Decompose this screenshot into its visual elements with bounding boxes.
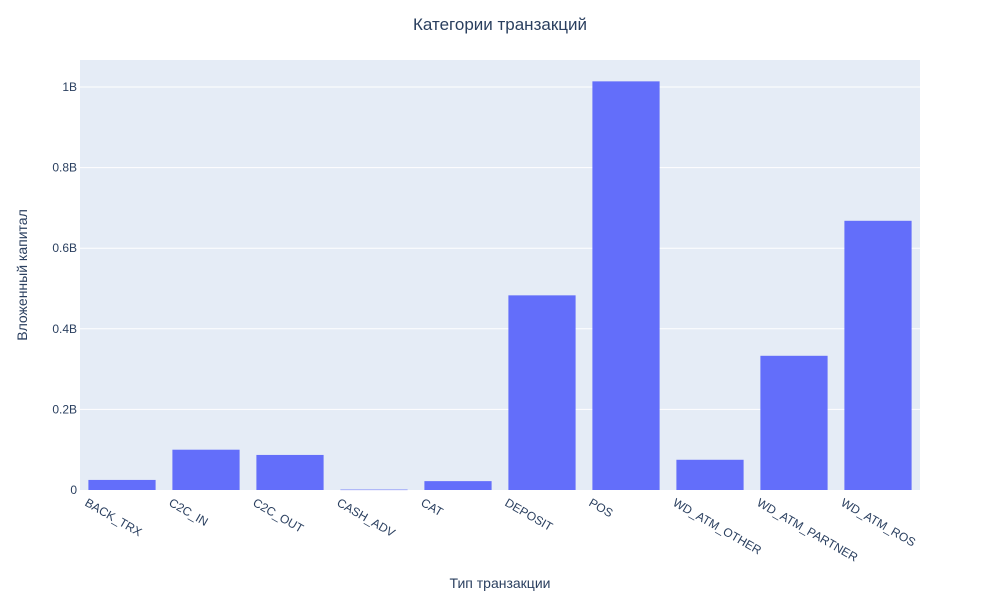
y-axis-title: Вложенный капитал	[14, 209, 30, 341]
x-tick-label: C2C_IN	[167, 495, 211, 528]
y-tick-label: 0.4B	[52, 322, 77, 336]
bar-cat[interactable]	[424, 481, 492, 490]
x-tick-label: CAT	[419, 495, 447, 519]
bar-c2c-in[interactable]	[172, 449, 240, 490]
bar-wd-atm-ros[interactable]	[844, 220, 912, 490]
x-tick-label: WD_ATM_OTHER	[671, 495, 765, 557]
y-tick-label: 0.8B	[52, 161, 77, 175]
bars	[88, 81, 912, 491]
y-axis-ticks: 0 0.2B 0.4B 0.6B 0.8B 1B	[52, 80, 77, 497]
y-tick-label: 1B	[62, 80, 77, 94]
x-tick-label: C2C_OUT	[251, 495, 307, 535]
chart-title: Категории транзакций	[413, 15, 587, 34]
x-tick-label: DEPOSIT	[503, 495, 556, 534]
x-axis-ticks: BACK_TRX C2C_IN C2C_OUT CASH_ADV CAT DEPOSIT P…	[83, 495, 919, 564]
x-tick-label: CASH_ADV	[335, 495, 398, 539]
bar-wd-atm-partner[interactable]	[760, 355, 828, 490]
bar-wd-atm-other[interactable]	[676, 459, 744, 490]
bar-c2c-out[interactable]	[256, 454, 324, 490]
bar-pos[interactable]	[592, 81, 660, 490]
y-tick-label: 0	[70, 483, 77, 497]
x-tick-label: POS	[587, 495, 616, 520]
x-tick-label: BACK_TRX	[83, 495, 145, 539]
y-tick-label: 0.2B	[52, 402, 77, 416]
bar-back-trx[interactable]	[88, 479, 156, 490]
x-axis-title: Тип транзакции	[450, 575, 551, 591]
bar-deposit[interactable]	[508, 295, 576, 490]
x-tick-label: WD_ATM_ROS	[839, 495, 919, 549]
y-tick-label: 0.6B	[52, 241, 77, 255]
bar-cash-adv[interactable]	[340, 489, 408, 491]
